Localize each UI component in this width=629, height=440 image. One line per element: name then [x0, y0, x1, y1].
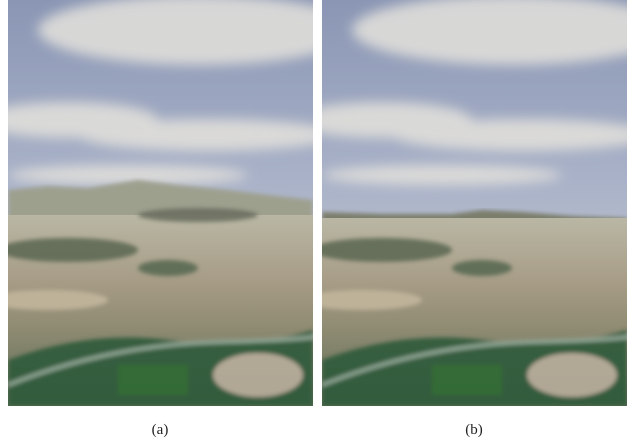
panel-a-image — [8, 0, 313, 406]
figure: (a) (b) — [0, 0, 629, 440]
caption: (b) — [444, 422, 504, 439]
caption: (a) — [130, 422, 190, 439]
panel-b-image — [322, 0, 627, 406]
